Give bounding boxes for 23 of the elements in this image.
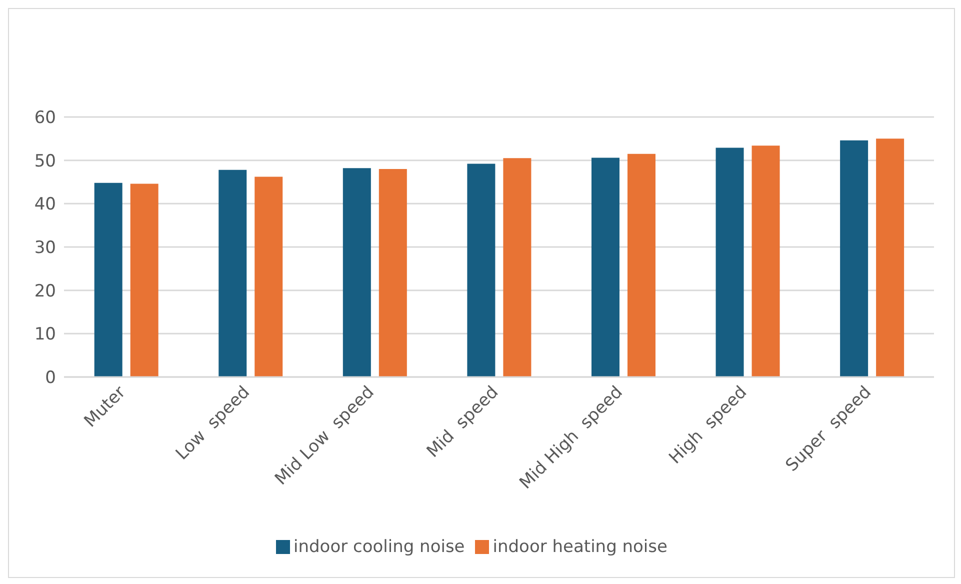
legend-label: indoor heating noise [492,537,668,557]
y-tick-label: 30 [34,238,56,258]
bar [218,170,247,377]
y-tick-label: 40 [34,194,56,215]
y-tick-label: 0 [45,368,56,388]
bar [876,138,904,377]
bar [591,158,620,377]
bar [94,182,122,377]
bar [378,169,407,377]
y-tick-label: 60 [34,108,56,128]
bar [467,164,496,377]
bar [627,154,656,377]
y-tick-label: 10 [34,324,56,345]
y-tick-label: 50 [34,151,56,172]
bar [503,158,532,377]
bar [716,148,744,377]
y-tick-label: 20 [34,281,56,302]
bar [342,168,371,377]
bar [840,140,868,377]
bar [254,176,283,377]
legend-label: indoor cooling noise [294,537,465,557]
bar [752,146,780,377]
bar [130,184,158,377]
